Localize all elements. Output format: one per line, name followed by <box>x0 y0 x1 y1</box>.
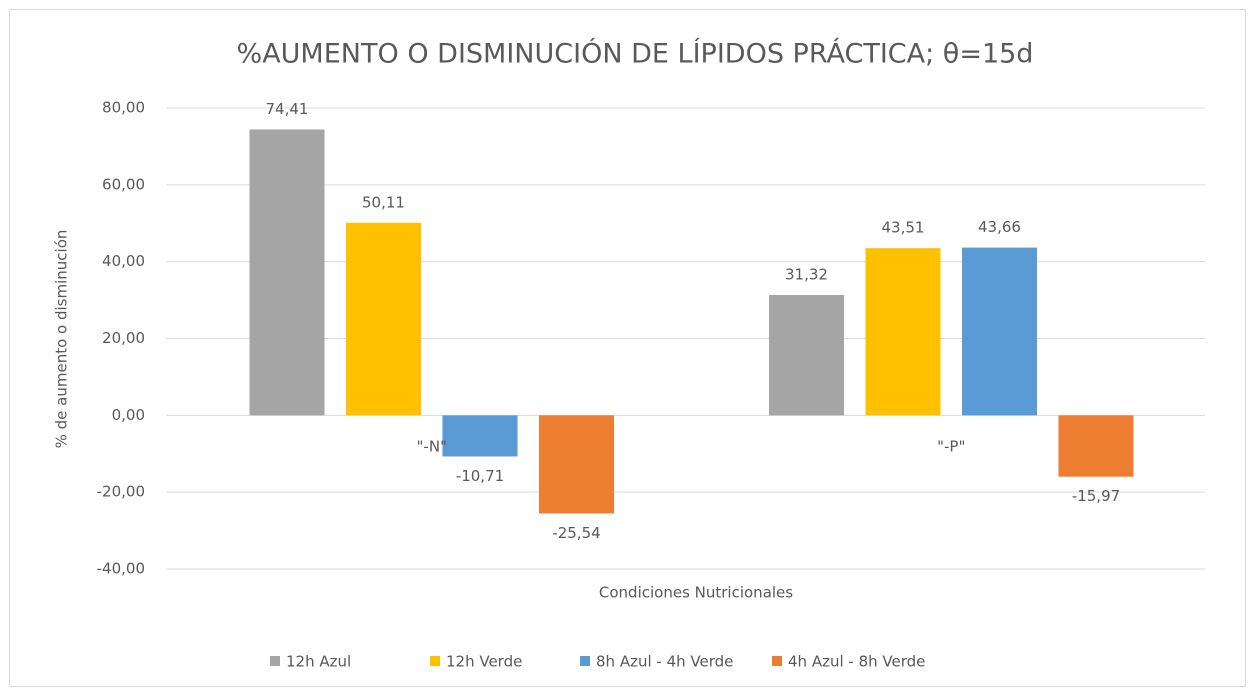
y-tick-label: 20,00 <box>102 329 145 347</box>
bar <box>539 415 614 514</box>
legend-label: 12h Verde <box>446 653 522 671</box>
legend-swatch <box>580 656 590 666</box>
y-tick-label: 40,00 <box>102 252 145 270</box>
bar <box>769 295 844 416</box>
y-tick-label: 0,00 <box>112 406 145 424</box>
x-tick-label: "-P" <box>937 438 965 456</box>
bar <box>442 415 518 457</box>
data-label: -10,71 <box>456 467 504 485</box>
legend-label: 4h Azul - 8h Verde <box>788 653 925 671</box>
legend-label: 8h Azul - 4h Verde <box>596 653 733 671</box>
x-axis-label: Condiciones Nutricionales <box>599 584 793 602</box>
data-label: 43,66 <box>978 218 1021 236</box>
bar <box>865 248 941 416</box>
legend-swatch <box>270 656 280 666</box>
legend-swatch <box>772 656 782 666</box>
y-tick-label: -20,00 <box>97 483 145 501</box>
data-label: 31,32 <box>785 266 828 284</box>
bar <box>346 222 421 416</box>
y-tick-label: -40,00 <box>97 560 145 578</box>
bar <box>1058 415 1134 477</box>
y-tick-label: 60,00 <box>102 175 145 193</box>
y-axis-label: % de aumento o disminución <box>53 230 71 449</box>
data-label: 43,51 <box>882 219 925 237</box>
bar <box>962 247 1037 416</box>
x-tick-label: "-N" <box>417 438 447 456</box>
chart-border <box>9 9 1246 687</box>
legend-swatch <box>430 656 440 666</box>
chart-title: %AUMENTO O DISMINUCIÓN DE LÍPIDOS PRÁCTI… <box>237 38 1034 70</box>
bar <box>249 129 325 416</box>
data-label: -15,97 <box>1072 487 1120 505</box>
legend-label: 12h Azul <box>286 653 351 671</box>
data-label: -25,54 <box>552 524 600 542</box>
data-label: 74,41 <box>266 100 309 118</box>
data-label: 50,11 <box>362 193 405 211</box>
y-tick-label: 80,00 <box>102 99 145 117</box>
